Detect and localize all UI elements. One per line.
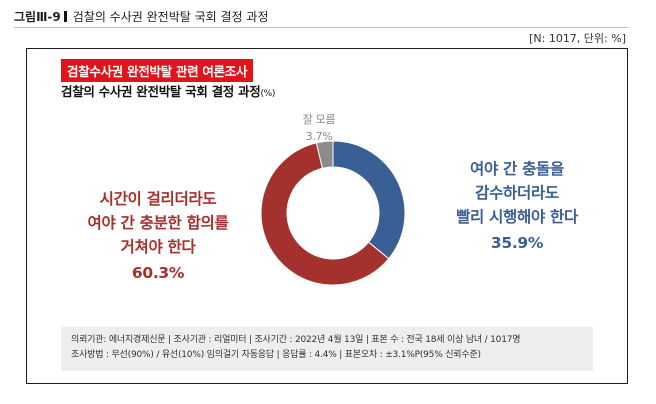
slice-label-unknown: 잘 모름 3.7% — [279, 111, 359, 145]
slice-quick-arc — [332, 140, 406, 260]
slice-label-agreement: 시간이 걸리더라도 여야 간 충분한 합의를 거쳐야 한다 60.3% — [63, 187, 253, 285]
figure-label-bar — [63, 11, 67, 22]
survey-info-line-2: 조사방법 : 무선(90%) / 유선(10%) 임의걸기 자동응답 | 응답률… — [71, 350, 481, 360]
donut-chart — [260, 140, 406, 286]
chart-card: 검찰수사권 완전박탈 관련 여론조사 검찰의 수사권 완전박탈 국회 결정 과정… — [26, 48, 628, 384]
slice-value-unknown: 3.7% — [305, 130, 333, 143]
slice-agreement-arc — [260, 142, 390, 286]
figure-header: 그림Ⅲ-9 검찰의 수사권 완전박탈 국회 결정 과정 — [14, 8, 268, 25]
survey-info-line-1: 의뢰기관: 에너지경제신문 | 조사기관 : 리얼미터 | 조사기간 : 202… — [71, 335, 521, 345]
figure-label: 그림Ⅲ-9 — [14, 10, 61, 24]
slice-unknown-arc — [315, 140, 334, 169]
slice-label-unknown-line-1: 잘 모름 — [302, 113, 336, 126]
slice-value-quick: 35.9% — [490, 234, 544, 252]
sample-unit-note: [N: 1017, 단위: %] — [529, 32, 626, 45]
slice-label-agreement-line-1: 시간이 걸리더라도 — [99, 190, 217, 208]
slice-value-agreement: 60.3% — [131, 264, 185, 282]
slice-label-quick-line-2: 감수하더라도 — [475, 184, 559, 202]
slice-label-quick-line-1: 여야 간 충돌을 — [470, 160, 564, 178]
slice-label-quick-line-3: 빨리 시행해야 한다 — [456, 208, 578, 226]
survey-tag: 검찰수사권 완전박탈 관련 여론조사 — [61, 59, 254, 82]
slice-label-quick: 여야 간 충돌을 감수하더라도 빨리 시행해야 한다 35.9% — [427, 157, 607, 255]
survey-info-box: 의뢰기관: 에너지경제신문 | 조사기관 : 리얼미터 | 조사기간 : 202… — [61, 327, 593, 371]
chart-subtitle-text: 검찰의 수사권 완전박탈 국회 결정 과정 — [61, 84, 261, 99]
chart-subtitle-unit: (%) — [260, 89, 276, 99]
header-divider — [14, 27, 628, 28]
chart-subtitle: 검찰의 수사권 완전박탈 국회 결정 과정(%) — [61, 81, 275, 100]
slice-label-agreement-line-3: 거쳐야 한다 — [120, 238, 196, 256]
figure-title: 검찰의 수사권 완전박탈 국회 결정 과정 — [72, 10, 269, 24]
slice-label-agreement-line-2: 여야 간 충분한 합의를 — [87, 214, 229, 232]
